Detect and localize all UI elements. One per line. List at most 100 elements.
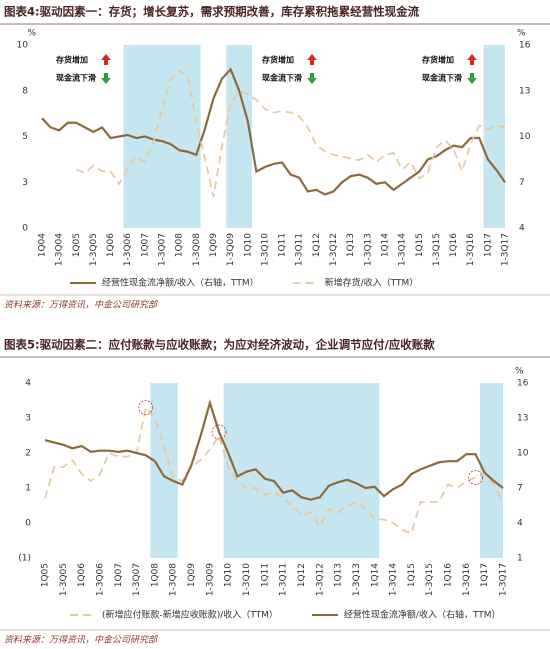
x-tick-label: 1Q06 <box>106 233 116 258</box>
y2-tick-label: 16 <box>519 41 531 51</box>
y-tick-label: (1) <box>18 554 31 564</box>
x-tick-label: 1-3Q10 <box>260 233 270 267</box>
arrow-down <box>467 73 477 84</box>
x-tick-label: 1Q11 <box>278 233 288 257</box>
legend-label: 经营性现金流净额/收入（右轴，TTM） <box>344 609 501 621</box>
y-tick-label: 5 <box>22 132 28 142</box>
x-tick-label: 1-3Q11 <box>279 563 289 596</box>
annotation: 存货增加 <box>421 55 454 65</box>
y2-unit: % <box>515 367 524 377</box>
x-tick-label: 1-3Q15 <box>432 233 442 266</box>
arrow-up <box>101 54 111 65</box>
arrow-down <box>307 73 317 84</box>
x-tick-label: 1-3Q14 <box>398 233 408 267</box>
x-tick-label: 1Q07 <box>140 233 150 257</box>
x-tick-label: 1-3Q16 <box>462 563 472 597</box>
highlight-band <box>483 45 505 228</box>
x-tick-label: 1-3Q05 <box>89 233 99 266</box>
x-tick-label: 1-3Q15 <box>425 563 435 596</box>
x-tick-label: 1Q15 <box>407 563 417 587</box>
x-tick-label: 1-3Q08 <box>169 563 179 597</box>
x-tick-label: 1-3Q06 <box>95 563 105 597</box>
series-line <box>41 67 506 196</box>
callout-circle <box>211 424 227 440</box>
x-tick-label: 1Q08 <box>175 233 185 258</box>
y-tick-label: 0 <box>25 519 31 529</box>
x-tick-label: 1-3Q08 <box>192 233 202 267</box>
x-tick-label: 1Q15 <box>415 233 425 257</box>
y2-tick-label: 16 <box>517 379 529 389</box>
x-tick-label: 1-3Q11 <box>295 233 305 266</box>
y-tick-label: 8 <box>22 86 28 96</box>
x-tick-label: 1Q06 <box>77 563 87 588</box>
x-tick-label: 1-3Q14 <box>389 563 399 597</box>
y-tick-label: 10 <box>17 41 29 51</box>
annotation: 现金流下滑 <box>56 73 96 83</box>
legend-label: 经营性现金流净额/收入（右轴，TTM） <box>102 277 259 289</box>
legend-label: (新增应付账款-新增应收账款)/收入（TTM） <box>102 609 278 621</box>
x-tick-label: 1-3Q04 <box>55 233 65 267</box>
x-tick-label: 1Q09 <box>187 563 197 588</box>
legend-label: 新增存货/收入（TTM） <box>325 277 419 289</box>
arrow-down <box>101 73 111 84</box>
x-tick-label: 1Q09 <box>209 233 219 258</box>
x-tick-label: 1Q16 <box>449 233 459 258</box>
annotation: 存货增加 <box>55 55 88 65</box>
x-tick-label: 1Q13 <box>334 563 344 587</box>
annotation: 存货增加 <box>261 55 294 65</box>
y2-unit: % <box>517 29 526 39</box>
chart-title: 图表5:驱动因素二：应付账款与应收账款；为应对经济波动，企业调节应付/应收账款 <box>4 338 435 352</box>
y-tick-label: 4 <box>25 379 31 389</box>
x-tick-label: 1-3Q06 <box>123 233 133 267</box>
x-tick-label: 1Q14 <box>370 563 380 588</box>
chart-title: 图表4:驱动因素一：存货；增长复苏，需求预期改善，库存累积拖累经营性现金流 <box>4 5 420 19</box>
y2-tick-label: 4 <box>519 224 525 234</box>
x-tick-label: 1Q12 <box>297 563 307 587</box>
x-tick-label: 1-3Q12 <box>315 563 325 596</box>
annotation: 现金流下滑 <box>262 73 302 83</box>
highlight-band <box>480 383 503 558</box>
x-tick-label: 1Q16 <box>444 563 454 588</box>
highlight-band <box>150 383 178 558</box>
x-tick-label: 1-3Q09 <box>226 233 236 267</box>
x-tick-label: 1-3Q12 <box>329 233 339 266</box>
annotation: 现金流下滑 <box>422 73 462 83</box>
x-tick-label: 1-3Q05 <box>59 563 69 596</box>
series-line <box>44 398 504 501</box>
x-tick-label: 1Q07 <box>114 563 124 587</box>
x-tick-label: 1Q10 <box>224 563 234 588</box>
x-tick-label: 1-3Q13 <box>363 233 373 266</box>
arrow-up <box>307 54 317 65</box>
x-tick-label: 1Q04 <box>38 233 48 258</box>
x-tick-label: 1Q10 <box>243 233 253 258</box>
highlight-band <box>123 45 201 228</box>
x-tick-label: 1Q13 <box>346 233 356 257</box>
x-tick-label: 1-3Q17 <box>499 563 509 596</box>
y2-tick-label: 10 <box>517 449 529 459</box>
y2-tick-label: 10 <box>519 132 531 142</box>
x-tick-label: 1Q12 <box>312 233 322 257</box>
highlight-band <box>226 45 253 228</box>
y2-tick-label: 7 <box>519 178 525 188</box>
x-tick-label: 1-3Q17 <box>501 233 511 266</box>
y2-tick-label: 4 <box>517 519 523 529</box>
y2-tick-label: 13 <box>517 414 528 424</box>
y-tick-label: 2 <box>25 449 31 459</box>
x-tick-label: 1-3Q10 <box>242 563 252 597</box>
y2-tick-label: 7 <box>517 484 523 494</box>
series-line <box>75 69 506 198</box>
x-tick-label: 1Q11 <box>260 563 270 587</box>
callout-circle <box>138 400 154 415</box>
callout-circle <box>468 470 483 485</box>
x-tick-label: 1Q05 <box>72 233 82 257</box>
x-tick-label: 1Q08 <box>150 563 160 588</box>
x-tick-label: 1-3Q07 <box>132 563 142 596</box>
x-tick-label: 1-3Q13 <box>352 563 362 596</box>
source: 资料来源：万得资讯，中金公司研究部 <box>4 300 159 311</box>
y-unit: % <box>27 29 36 39</box>
y-tick-label: 1 <box>25 484 31 494</box>
y-tick-label: 3 <box>22 178 28 188</box>
x-tick-label: 1Q05 <box>41 563 51 587</box>
x-tick-label: 1-3Q16 <box>466 233 476 267</box>
